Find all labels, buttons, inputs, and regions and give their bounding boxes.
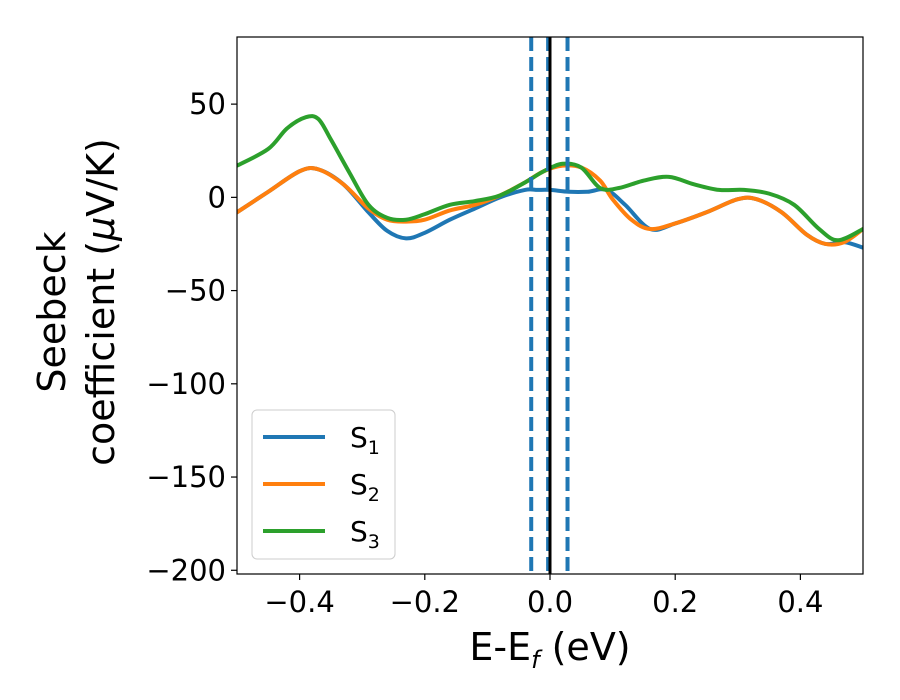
y-axis-label: Seebeck coefficient (μV/K)	[30, 138, 123, 466]
x-tick-label: −0.2	[390, 585, 460, 619]
legend-label-s1: S1	[350, 421, 380, 459]
y-tick-label: −200	[146, 553, 226, 587]
x-tick-label: −0.4	[264, 585, 334, 619]
x-tick-label: 0.0	[527, 585, 573, 619]
x-tick-label: 0.2	[652, 585, 698, 619]
series-line-s3	[237, 114, 863, 243]
y-axis-label-line2: coefficient (μV/K)	[79, 138, 123, 466]
legend-label-s3: S3	[350, 515, 380, 553]
y-axis-label-line1: Seebeck	[30, 231, 74, 392]
y-tick-label: −100	[146, 367, 226, 401]
vertical-reference-lines	[529, 37, 570, 574]
x-tick-label: 0.4	[777, 585, 823, 619]
y-tick-label: 0	[208, 180, 226, 214]
x-axis-ticks: −0.4 −0.2 0.0 0.2 0.4	[264, 574, 823, 619]
y-tick-label: −150	[146, 460, 226, 494]
y-tick-label: −50	[165, 274, 226, 308]
y-axis-ticks: 50 0 −50 −100 −150 −200	[146, 87, 237, 587]
y-tick-label: 50	[189, 87, 226, 121]
legend-label-s2: S2	[350, 468, 380, 506]
legend: S1 S2 S3	[251, 409, 396, 560]
x-axis-label: E-Ef (eV)	[469, 625, 630, 674]
